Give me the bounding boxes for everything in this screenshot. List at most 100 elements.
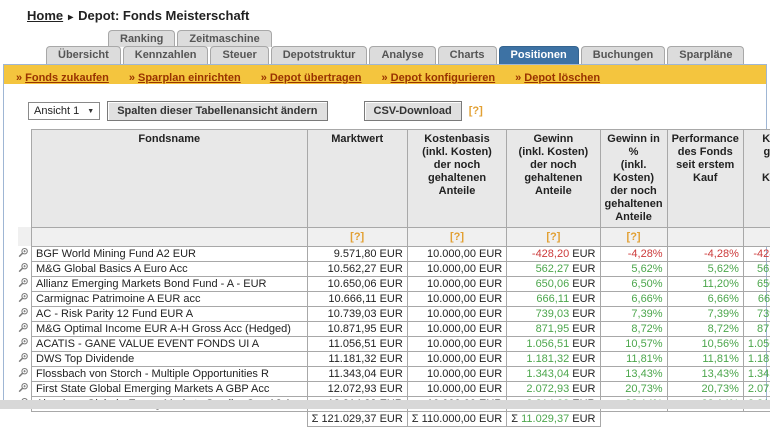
column-help-link[interactable]: [?] (449, 230, 465, 243)
fund-row: M&G Global Basics A Euro Acc 10.562,27 E… (18, 260, 770, 277)
marktwert-cell: 9.571,80 EUR (306, 245, 408, 262)
kostenbasis-cell: 10.000,00 EUR (406, 320, 508, 337)
gewinn-cell: 562,27 EUR (506, 260, 601, 277)
tab-zeitmaschine[interactable]: Zeitmaschine (177, 30, 272, 47)
tab-uebersicht[interactable]: Übersicht (46, 46, 121, 64)
csv-download-button[interactable]: CSV-Download (363, 101, 462, 121)
marktwert-cell: 10.871,95 EUR (306, 320, 408, 337)
tab-positionen[interactable]: Positionen (498, 46, 579, 64)
column-help-link[interactable]: [?] (350, 230, 365, 243)
tab-charts[interactable]: Charts (437, 46, 497, 64)
action-fonds-zukaufen[interactable]: Fonds zukaufen (25, 72, 109, 84)
fund-row: DWS Top Dividende 11.181,32 EUR 10.000,0… (18, 350, 770, 367)
marktwert-cell: 11.056,51 EUR (306, 335, 408, 352)
gewinn-cell: 1.056,51 EUR (506, 335, 601, 352)
action-sparplan-einrichten[interactable]: Sparplan einrichten (137, 72, 241, 84)
fund-row: M&G Optimal Income EUR A-H Gross Acc (He… (18, 320, 770, 337)
page-background-strip (0, 400, 770, 409)
performance-cell: 11,20% (666, 275, 744, 292)
help-cell-empty (31, 226, 308, 247)
gewinn-pct-cell: 8,72% (599, 320, 668, 337)
kostenbasis-cell: 10.000,00 EUR (406, 305, 508, 322)
fund-name: BGF World Mining Fund A2 EUR (31, 245, 308, 262)
help-cell: [?] (306, 226, 408, 247)
edit-columns-button[interactable]: Spalten dieser Tabellenansicht ändern (107, 101, 328, 121)
fund-name: M&G Optimal Income EUR A-H Gross Acc (He… (31, 320, 308, 337)
gewinn-cell: 650,06 EUR (506, 275, 601, 292)
marktwert-cell: 10.739,03 EUR (306, 305, 408, 322)
fund-row: Allianz Emerging Markets Bond Fund - A -… (18, 275, 770, 292)
tab-steuer[interactable]: Steuer (210, 46, 269, 64)
fund-name: AC - Risk Parity 12 Fund EUR A (31, 305, 308, 322)
page-title: Depot: Fonds Meisterschaft (78, 8, 250, 23)
magnifier-plus-icon[interactable] (18, 277, 29, 288)
gewinn-total: Σ 11.029,37 EUR (506, 410, 601, 427)
column-header-kostenbasis: Kostenbasis (inkl. Kosten) der noch geha… (406, 129, 508, 228)
performance-cell: 10,56% (666, 335, 744, 352)
marktwert-cell: 10.562,27 EUR (306, 260, 408, 277)
tab-depotstruktur[interactable]: Depotstruktur (270, 46, 368, 64)
kapitalgewinn-cell: 1.056,51 EUR (742, 335, 770, 352)
gewinn-pct-cell: 11,81% (599, 350, 668, 367)
help-cell: [?] (406, 226, 508, 247)
positions-table-wrap: Fondsname Marktwert Kostenbasis (inkl. K… (18, 129, 770, 427)
toolbar-help-link[interactable]: [?] (468, 105, 483, 117)
magnifier-plus-icon[interactable] (18, 337, 29, 348)
magnifier-plus-icon[interactable] (18, 247, 29, 258)
tab-kennzahlen[interactable]: Kennzahlen (122, 46, 209, 64)
gewinn-cell: 666,11 EUR (506, 290, 601, 307)
performance-cell: 8,72% (666, 320, 744, 337)
help-cell: [?] (742, 226, 770, 247)
action-depot-uebertragen[interactable]: Depot übertragen (269, 72, 362, 84)
marktwert-cell: 11.343,04 EUR (306, 365, 408, 382)
positions-table: Fondsname Marktwert Kostenbasis (inkl. K… (18, 129, 770, 427)
gewinn-cell: -428,20 EUR (506, 245, 601, 262)
help-cell: [?] (599, 226, 668, 247)
marktwert-cell: 11.181,32 EUR (306, 350, 408, 367)
marktwert-total: Σ 121.029,37 EUR (306, 410, 408, 427)
kostenbasis-cell: 10.000,00 EUR (406, 260, 508, 277)
kostenbasis-cell: 10.000,00 EUR (406, 335, 508, 352)
performance-cell: -4,28% (666, 245, 744, 262)
magnifier-plus-icon[interactable] (18, 382, 29, 393)
magnifier-plus-icon[interactable] (18, 322, 29, 333)
performance-cell: 6,66% (666, 290, 744, 307)
tab-analyse[interactable]: Analyse (369, 46, 436, 64)
kostenbasis-cell: 10.000,00 EUR (406, 350, 508, 367)
action-depot-loeschen[interactable]: Depot löschen (524, 72, 601, 84)
marktwert-cell: 12.072,93 EUR (306, 380, 408, 397)
gewinn-pct-cell: 6,66% (599, 290, 668, 307)
bullet-icon: » (515, 72, 522, 84)
kapitalgewinn-cell: 562,27 EUR (742, 260, 770, 277)
fund-row: Flossbach von Storch - Multiple Opportun… (18, 365, 770, 382)
bullet-icon: » (260, 72, 267, 84)
performance-cell: 20,73% (666, 380, 744, 397)
kapitalgewinn-cell: 1.343,04 EUR (742, 365, 770, 382)
kostenbasis-cell: 10.000,00 EUR (406, 275, 508, 292)
action-depot-konfigurieren[interactable]: Depot konfigurieren (390, 72, 496, 84)
kostenbasis-cell: 10.000,00 EUR (406, 380, 508, 397)
magnifier-plus-icon[interactable] (18, 367, 29, 378)
fund-row: First State Global Emerging Markets A GB… (18, 380, 770, 397)
magnifier-plus-icon[interactable] (18, 292, 29, 303)
column-help-link[interactable]: [?] (626, 230, 641, 243)
magnifier-plus-icon[interactable] (18, 352, 29, 363)
view-select[interactable]: Ansicht 1 ▼ (28, 102, 101, 120)
magnifier-plus-icon[interactable] (18, 262, 29, 273)
tab-sparplaene[interactable]: Sparpläne (667, 46, 745, 64)
tab-buchungen[interactable]: Buchungen (580, 46, 666, 64)
breadcrumb-home-link[interactable]: Home (27, 8, 64, 23)
kapitalgewinn-cell: 666,11 EUR (742, 290, 770, 307)
kostenbasis-cell: 10.000,00 EUR (406, 290, 508, 307)
primary-tab-bar: Übersicht Kennzahlen Steuer Depotstruktur An… (46, 46, 770, 64)
column-header-fondsname: Fondsname (31, 129, 308, 228)
fund-row: BGF World Mining Fund A2 EUR 9.571,80 EU… (18, 245, 770, 262)
tab-ranking[interactable]: Ranking (108, 30, 176, 47)
column-help-link[interactable]: [?] (546, 230, 561, 243)
magnifier-plus-icon[interactable] (18, 307, 29, 318)
fund-name: Flossbach von Storch - Multiple Opportun… (31, 365, 308, 382)
secondary-tab-bar: Ranking Zeitmaschine (108, 29, 770, 47)
help-cell: [?] (506, 226, 601, 247)
bullet-icon: » (381, 72, 388, 84)
gewinn-pct-cell: 10,57% (599, 335, 668, 352)
